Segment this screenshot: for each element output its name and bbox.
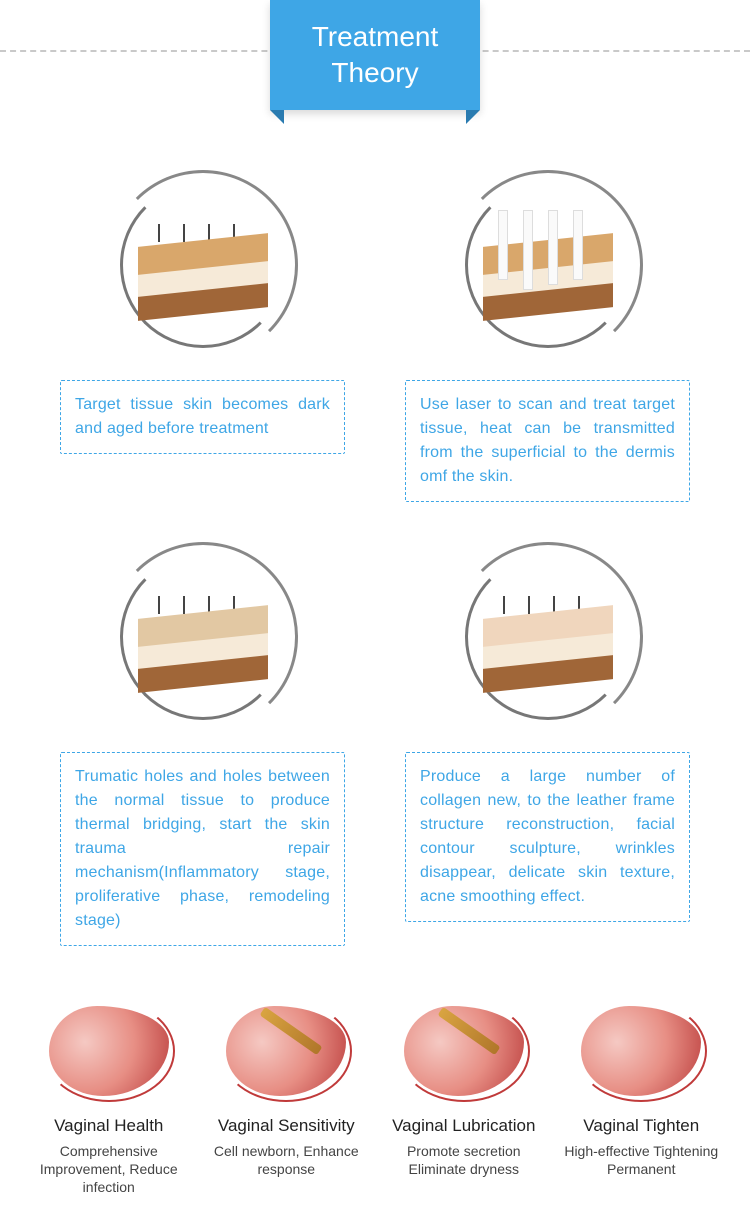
benefit-4-title: Vaginal Tighten	[563, 1116, 721, 1136]
benefit-3-title: Vaginal Lubrication	[385, 1116, 543, 1136]
page-title-banner: Treatment Theory	[270, 0, 480, 110]
step-3: Trumatic holes and holes between the nor…	[60, 542, 345, 946]
step-1-illustration	[108, 170, 298, 360]
benefit-3: Vaginal Lubrication Promote secretion El…	[385, 996, 543, 1197]
benefit-3-sub: Promote secretion Eliminate dryness	[385, 1142, 543, 1178]
step-1-description: Target tissue skin becomes dark and aged…	[60, 380, 345, 454]
benefit-2-illustration	[216, 996, 356, 1106]
benefit-4: Vaginal Tighten High-effective Tightenin…	[563, 996, 721, 1197]
title-line-1: Treatment	[312, 21, 439, 52]
benefit-1: Vaginal Health Comprehensive Improvement…	[30, 996, 188, 1197]
treatment-steps-grid: Target tissue skin becomes dark and aged…	[0, 170, 750, 986]
step-4-description: Produce a large number of collagen new, …	[405, 752, 690, 922]
header-strip: Treatment Theory	[0, 0, 750, 130]
benefit-1-illustration	[39, 996, 179, 1106]
benefit-1-sub: Comprehensive Improvement, Reduce infect…	[30, 1142, 188, 1197]
benefit-3-illustration	[394, 996, 534, 1106]
benefit-4-illustration	[571, 996, 711, 1106]
benefit-2-sub: Cell newborn, Enhance response	[208, 1142, 366, 1178]
step-2-description: Use laser to scan and treat target tissu…	[405, 380, 690, 502]
benefits-row: Vaginal Health Comprehensive Improvement…	[0, 986, 750, 1227]
step-3-illustration	[108, 542, 298, 732]
step-4-illustration	[453, 542, 643, 732]
step-2-illustration	[453, 170, 643, 360]
benefit-4-sub: High-effective Tightening Permanent	[563, 1142, 721, 1178]
title-line-2: Theory	[331, 57, 418, 88]
step-3-description: Trumatic holes and holes between the nor…	[60, 752, 345, 946]
step-1: Target tissue skin becomes dark and aged…	[60, 170, 345, 502]
benefit-2-title: Vaginal Sensitivity	[208, 1116, 366, 1136]
benefit-2: Vaginal Sensitivity Cell newborn, Enhanc…	[208, 996, 366, 1197]
benefit-1-title: Vaginal Health	[30, 1116, 188, 1136]
step-4: Produce a large number of collagen new, …	[405, 542, 690, 946]
step-2: Use laser to scan and treat target tissu…	[405, 170, 690, 502]
